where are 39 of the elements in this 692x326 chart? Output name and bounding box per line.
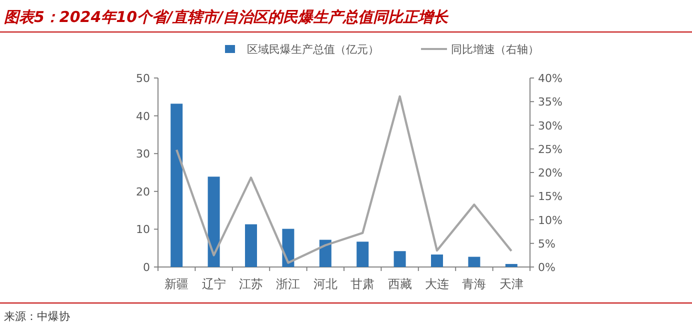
y2-tick-label: 25% — [538, 142, 562, 156]
bar — [505, 264, 518, 267]
y-tick-label: 0 — [143, 261, 150, 274]
x-tick-label: 天津 — [499, 277, 524, 291]
x-tick-label: 江苏 — [239, 277, 263, 291]
source-note: 来源：中爆协 — [4, 310, 70, 323]
y2-tick-label: 35% — [538, 96, 562, 109]
bar — [431, 254, 443, 267]
x-tick-label: 河北 — [313, 277, 338, 291]
bar — [394, 251, 406, 267]
legend-label: 区域民爆生产总值（亿元） — [247, 43, 379, 56]
y2-tick-label: 5% — [538, 237, 556, 250]
y2-tick-label: 30% — [538, 119, 562, 132]
x-tick-label: 大连 — [425, 277, 449, 291]
legend-label: 同比增速（右轴） — [451, 43, 539, 56]
y-tick-label: 20 — [136, 185, 150, 198]
bar — [170, 104, 183, 267]
y-tick-label: 10 — [136, 223, 150, 236]
x-tick-label: 辽宁 — [202, 277, 226, 291]
line-series — [176, 95, 512, 264]
bar — [208, 176, 220, 267]
y-tick-label: 40 — [136, 110, 150, 123]
y2-tick-label: 10% — [538, 214, 562, 227]
bar — [245, 224, 257, 267]
bar — [319, 240, 332, 267]
chart-title: 图表5：2024年10个省/直辖市/自治区的民爆生产总值同比正增长 — [4, 8, 450, 26]
x-tick-label: 浙江 — [276, 277, 300, 291]
y2-tick-label: 15% — [538, 190, 562, 204]
bar — [356, 242, 369, 267]
x-tick-label: 新疆 — [164, 277, 189, 291]
y2-tick-label: 40% — [538, 72, 562, 85]
y-tick-label: 30 — [136, 148, 150, 161]
bar — [468, 256, 480, 267]
y2-tick-label: 20% — [538, 166, 562, 180]
x-tick-label: 青海 — [462, 277, 486, 291]
x-tick-label: 西藏 — [388, 277, 412, 291]
y-tick-label: 50 — [136, 72, 150, 85]
y2-tick-label: 0% — [538, 261, 556, 274]
x-tick-label: 甘肃 — [350, 277, 375, 291]
